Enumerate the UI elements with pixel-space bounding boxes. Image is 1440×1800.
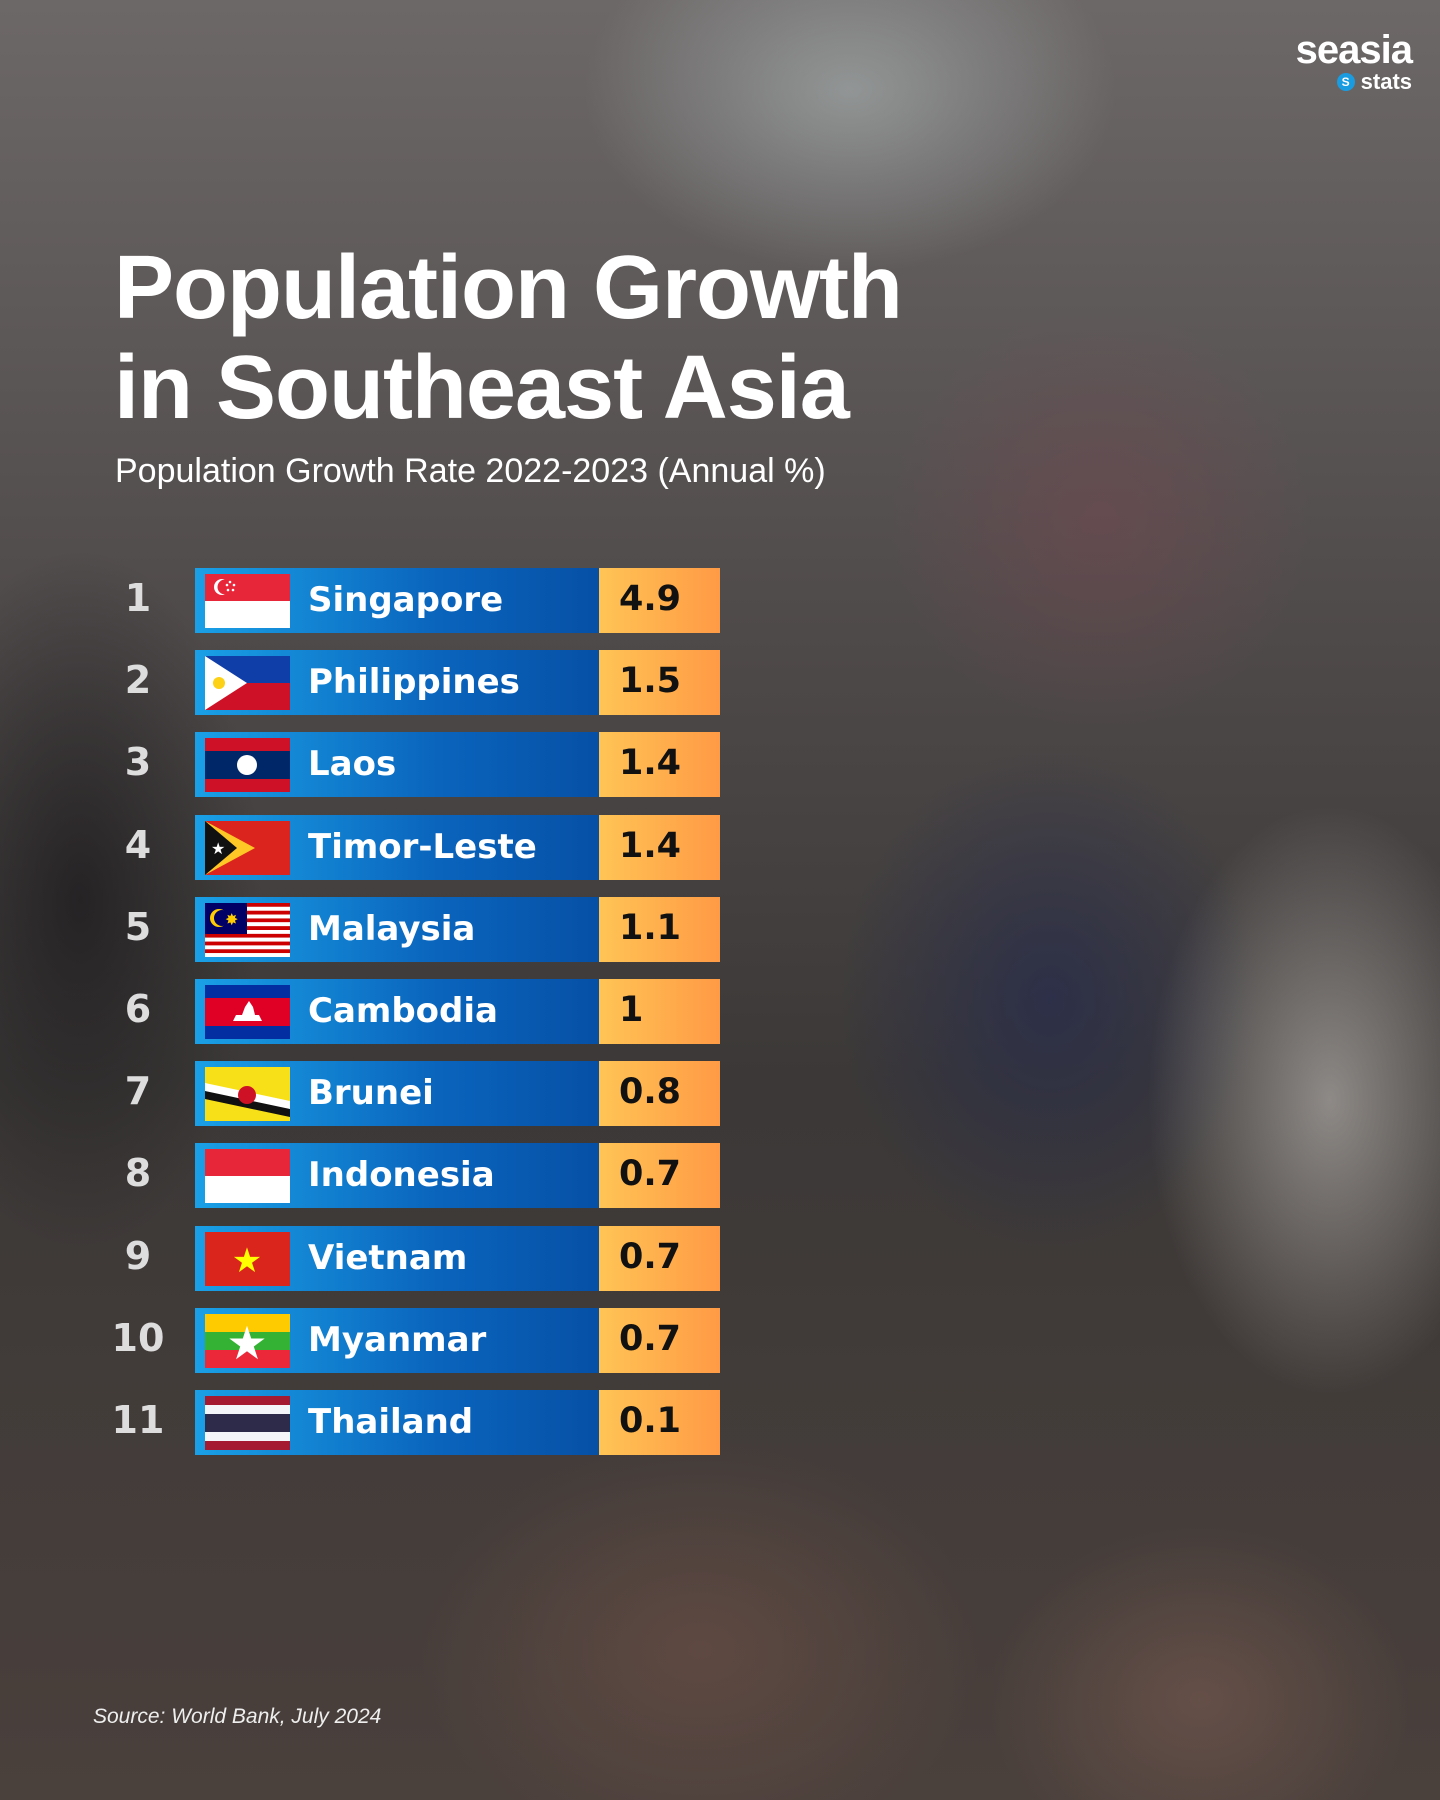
- rank-number: 8: [124, 1151, 152, 1196]
- flag-thailand-icon: [205, 1396, 290, 1450]
- growth-value-box: 1: [599, 979, 720, 1044]
- svg-text:★: ★: [211, 839, 225, 858]
- country-bar: Brunei: [195, 1061, 599, 1127]
- growth-value-box: 0.7: [599, 1307, 720, 1373]
- rank-number: 7: [124, 1069, 152, 1114]
- country-bar: ✸ Malaysia: [195, 896, 599, 962]
- growth-value: 1.5: [619, 661, 682, 702]
- list-item: 1 Singapore 4.9: [100, 568, 730, 633]
- flag-vietnam-icon: ★: [205, 1231, 290, 1286]
- growth-value: 1.4: [619, 825, 682, 866]
- growth-value: 4.9: [619, 579, 682, 619]
- title-line-1: Population Growth: [114, 238, 903, 338]
- list-item: 2 Philippines 1.5: [100, 650, 730, 716]
- flag-myanmar-icon: ★: [205, 1313, 290, 1368]
- flag-singapore-icon: [205, 574, 290, 628]
- rank-number: 4: [124, 822, 152, 867]
- flag-philippines-icon: [205, 656, 290, 711]
- growth-value: 0.1: [619, 1401, 682, 1441]
- subtitle: Population Growth Rate 2022-2023 (Annual…: [115, 452, 826, 490]
- brand-sub-label: stats: [1360, 69, 1412, 94]
- rank-number: 2: [124, 658, 152, 703]
- growth-value-box: 1.5: [599, 650, 720, 716]
- rank-number: 10: [111, 1315, 165, 1360]
- growth-value: 1: [619, 990, 644, 1030]
- country-bar: ★ Myanmar: [195, 1307, 599, 1373]
- country-name: Vietnam: [308, 1237, 468, 1278]
- country-name: Singapore: [308, 580, 504, 620]
- growth-value: 0.7: [619, 1154, 682, 1195]
- title-line-2: in Southeast Asia: [114, 338, 850, 438]
- growth-value-box: 0.7: [599, 1143, 720, 1209]
- flag-indonesia-icon: [205, 1149, 290, 1204]
- country-bar: Singapore: [195, 568, 599, 633]
- country-name: Malaysia: [308, 908, 476, 949]
- rank-number: 3: [124, 740, 152, 785]
- growth-value-box: 4.9: [599, 568, 720, 633]
- growth-value-box: 1.1: [599, 896, 720, 962]
- country-bar: Laos: [195, 732, 599, 798]
- growth-value: 0.7: [619, 1236, 682, 1277]
- growth-value: 0.8: [619, 1072, 682, 1113]
- list-item: 7 Brunei 0.8: [100, 1061, 730, 1127]
- country-bar: ★ Timor-Leste: [195, 814, 599, 880]
- source-note: Source: World Bank, July 2024: [93, 1705, 382, 1728]
- country-bar: Cambodia: [195, 979, 599, 1044]
- brand-badge-icon: S: [1336, 73, 1355, 91]
- flag-timor-leste-icon: ★: [205, 820, 290, 875]
- list-item: 4 ★ Timor-Leste 1.4: [100, 814, 730, 880]
- country-bar: Philippines: [195, 650, 599, 716]
- brand-logo: seasia S stats: [1295, 28, 1413, 94]
- brand-sub: S stats: [1296, 70, 1412, 94]
- list-item: 11 Thailand 0.1: [100, 1390, 730, 1455]
- list-item: 3 Laos 1.4: [100, 732, 730, 798]
- country-name: Cambodia: [308, 991, 498, 1031]
- flag-cambodia-icon: [205, 985, 290, 1039]
- rank-number: 11: [111, 1398, 165, 1442]
- rank-number: 6: [124, 987, 152, 1031]
- rank-number: 1: [124, 576, 152, 620]
- svg-text:✸: ✸: [225, 910, 238, 929]
- svg-text:★: ★: [232, 1241, 262, 1281]
- country-bar: Thailand: [195, 1390, 599, 1455]
- growth-value: 1.1: [619, 907, 682, 948]
- growth-value-box: 1.4: [599, 814, 720, 880]
- growth-value-box: 0.1: [599, 1390, 720, 1455]
- country-name: Indonesia: [308, 1155, 495, 1196]
- country-name: Myanmar: [308, 1319, 487, 1360]
- list-item: 10 ★ Myanmar 0.7: [100, 1307, 730, 1373]
- list-item: 8 Indonesia 0.7: [100, 1143, 730, 1209]
- growth-value: 1.4: [619, 743, 682, 784]
- list-item: 6 Cambodia 1: [100, 979, 730, 1044]
- country-bar: Indonesia: [195, 1143, 599, 1209]
- flag-malaysia-icon: ✸: [205, 902, 290, 957]
- rank-number: 9: [124, 1233, 152, 1278]
- growth-value-box: 1.4: [599, 732, 720, 798]
- list-item: 9 ★ Vietnam 0.7: [100, 1225, 730, 1291]
- flag-brunei-icon: [205, 1067, 290, 1122]
- country-name: Philippines: [308, 662, 520, 703]
- list-item: 5 ✸ Malaysia 1.1: [100, 896, 730, 962]
- growth-value: 0.7: [619, 1318, 682, 1359]
- svg-text:★: ★: [226, 1316, 267, 1368]
- country-name: Laos: [308, 744, 397, 785]
- brand-name: seasia: [1295, 28, 1413, 72]
- country-name: Timor-Leste: [308, 826, 537, 867]
- country-name: Brunei: [308, 1073, 434, 1114]
- growth-value-box: 0.8: [599, 1061, 720, 1127]
- country-name: Thailand: [308, 1402, 474, 1442]
- growth-value-box: 0.7: [599, 1225, 720, 1291]
- page-title: Population Growth in Southeast Asia: [114, 238, 903, 438]
- flag-laos-icon: [205, 738, 290, 793]
- country-bar: ★ Vietnam: [195, 1225, 599, 1291]
- rank-number: 5: [124, 904, 152, 949]
